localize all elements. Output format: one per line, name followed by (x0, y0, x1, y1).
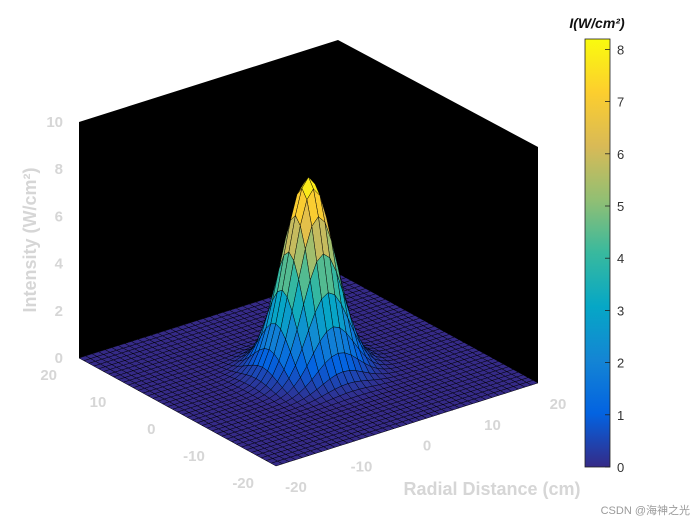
colorbar-ticks: 0 1 2 3 4 5 6 7 8 (605, 42, 624, 475)
z-tick-label: 0 (55, 350, 63, 367)
z-tick-label: 6 (55, 208, 63, 225)
colorbar-tick-label: 0 (617, 460, 624, 475)
colorbar-title: I(W/cm²) (569, 15, 625, 31)
y-tick-label: 10 (90, 394, 107, 411)
colorbar-tick-label: 5 (617, 199, 624, 214)
x-tick-label: -10 (351, 458, 373, 475)
x-axis-ticks: -20 -10 0 10 20 (285, 396, 566, 496)
watermark: CSDN @海神之光 (601, 503, 690, 517)
colorbar-tick-label: 8 (617, 42, 624, 57)
colorbar-tick-label: 7 (617, 95, 624, 110)
z-axis-ticks: 0 2 4 6 8 10 (46, 114, 63, 367)
x-tick-label: 10 (484, 417, 501, 434)
y-tick-label: 20 (40, 367, 57, 384)
x-tick-label: 20 (550, 396, 567, 413)
x-tick-label: -20 (285, 479, 307, 496)
z-axis-label: Intensity (W/cm²) (20, 167, 40, 312)
y-tick-label: -20 (232, 475, 254, 492)
x-tick-label: 0 (423, 438, 431, 455)
y-tick-label: -10 (183, 448, 205, 465)
y-axis-ticks: -20 -10 0 10 20 (40, 367, 254, 492)
x-axis-label: Radial Distance (cm) (403, 479, 580, 499)
colorbar-tick-label: 3 (617, 303, 624, 318)
z-tick-label: 4 (55, 256, 64, 273)
surface-mesh (78, 176, 539, 467)
colorbar-gradient (584, 38, 611, 468)
y-tick-label: 0 (147, 421, 155, 438)
colorbar-tick-label: 2 (617, 356, 624, 371)
colorbar-tick-label: 1 (617, 408, 624, 423)
z-tick-label: 2 (55, 303, 63, 320)
back-wall-right (338, 40, 538, 383)
back-wall-left (79, 40, 338, 358)
z-tick-label: 10 (46, 114, 63, 131)
surface-patch (270, 460, 284, 467)
colorbar-tick-label: 6 (617, 147, 624, 162)
z-tick-label: 8 (55, 161, 63, 178)
colorbar-tick-label: 4 (617, 251, 624, 266)
colorbar: I(W/cm²) 0 1 2 3 4 5 6 7 8 (569, 15, 625, 475)
